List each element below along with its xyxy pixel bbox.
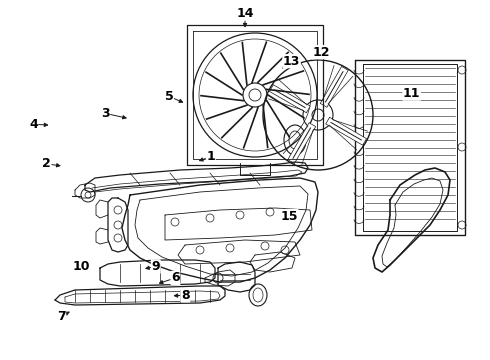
Text: 13: 13 [283, 55, 300, 68]
Text: 10: 10 [72, 260, 90, 273]
Text: 3: 3 [101, 107, 110, 120]
Text: 9: 9 [151, 260, 160, 273]
Text: 8: 8 [181, 289, 190, 302]
Text: 1: 1 [206, 150, 215, 163]
Text: 5: 5 [165, 90, 173, 103]
Text: 4: 4 [29, 118, 38, 131]
Text: 15: 15 [280, 210, 298, 222]
Text: 6: 6 [171, 271, 180, 284]
Text: 7: 7 [57, 310, 66, 323]
Text: 12: 12 [312, 46, 330, 59]
Text: 11: 11 [403, 87, 420, 100]
Text: 2: 2 [42, 157, 51, 170]
Text: 14: 14 [236, 7, 254, 20]
